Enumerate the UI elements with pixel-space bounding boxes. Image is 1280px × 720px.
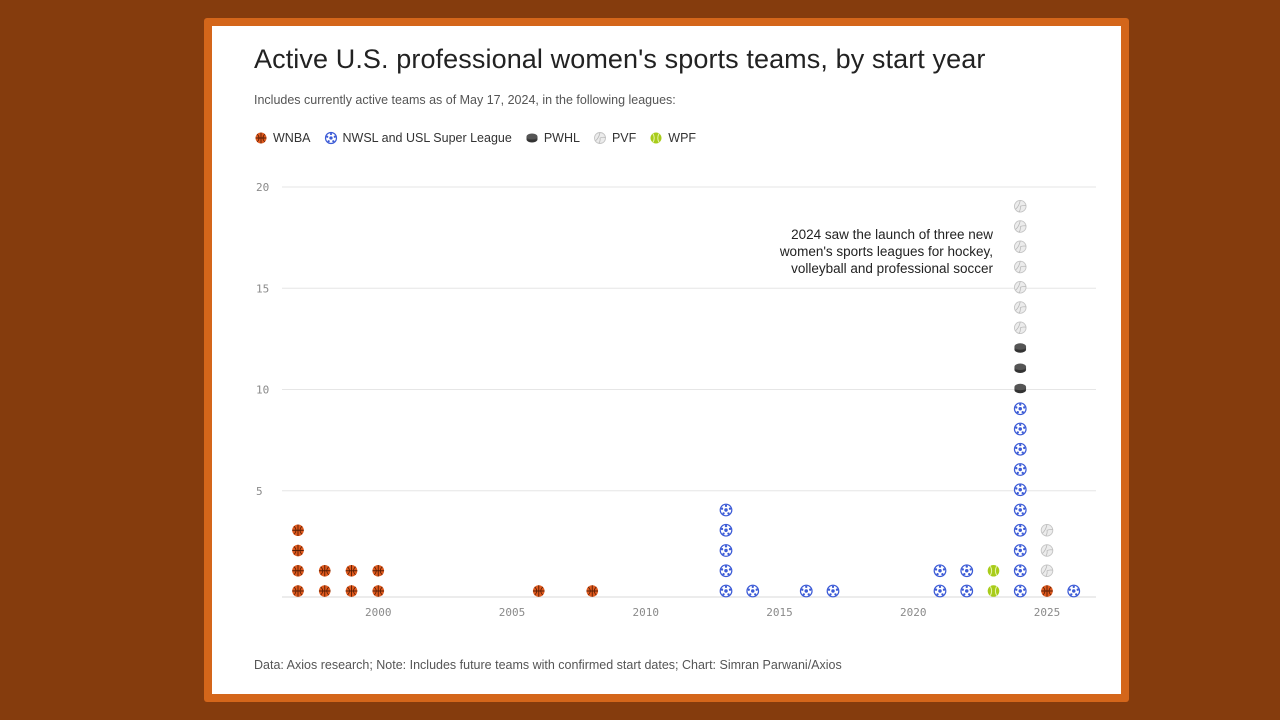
- team-dot-soccer-ball-icon: [1013, 544, 1027, 557]
- team-dot-volleyball-icon: [1040, 544, 1054, 557]
- soccer-ball-icon: [324, 131, 337, 145]
- volleyball-icon: [594, 132, 606, 144]
- team-dot-volleyball-icon: [1013, 199, 1027, 213]
- team-dot-soccer-ball-icon: [1013, 422, 1027, 436]
- y-tick-label: 10: [256, 384, 269, 397]
- team-dot-volleyball-icon: [1040, 523, 1054, 537]
- team-dot-soccer-ball-icon: [1013, 584, 1027, 598]
- team-dot-soccer-ball-icon: [1013, 523, 1027, 537]
- team-dot-soccer-ball-icon: [719, 564, 733, 578]
- chart-legend: WNBA NWSL and USL Super League PWHL PVF …: [254, 131, 709, 145]
- legend-label: WPF: [668, 131, 697, 145]
- team-dot-soccer-ball-icon: [826, 584, 840, 598]
- team-dot-soccer-ball-icon: [719, 584, 733, 598]
- team-dot-soccer-ball-icon: [1013, 503, 1027, 517]
- chart-subtitle: Includes currently active teams as of Ma…: [254, 93, 676, 107]
- team-dot-basketball-icon: [372, 564, 385, 577]
- team-dot-hockey-puck-icon: [1014, 363, 1027, 373]
- team-dot-basketball-icon: [292, 544, 304, 557]
- team-dot-volleyball-icon: [1013, 321, 1027, 335]
- legend-label: NWSL and USL Super League: [342, 131, 512, 145]
- team-dot-soccer-ball-icon: [1013, 483, 1027, 497]
- legend-item-pwhl: PWHL: [525, 131, 580, 145]
- team-dot-soccer-ball-icon: [719, 544, 733, 557]
- x-tick-label: 2020: [900, 606, 927, 619]
- team-dot-soccer-ball-icon: [1013, 564, 1027, 578]
- gridlines: 5 10 15 20: [256, 181, 1096, 498]
- annotation-line: volleyball and professional soccer: [791, 261, 993, 276]
- team-dot-basketball-icon: [1041, 585, 1053, 597]
- team-dot-soccer-ball-icon: [1013, 402, 1027, 416]
- team-dot-basketball-icon: [292, 564, 304, 577]
- annotation-line: women's sports leagues for hockey,: [779, 244, 993, 259]
- team-dot-softball-icon: [987, 585, 1000, 597]
- chart-footer: Data: Axios research; Note: Includes fut…: [254, 658, 842, 672]
- team-dot-hockey-puck-icon: [1014, 383, 1027, 394]
- team-dot-volleyball-icon: [1013, 260, 1027, 274]
- x-tick-label: 2015: [766, 606, 793, 619]
- team-dot-basketball-icon: [586, 585, 599, 597]
- team-dot-basketball-icon: [345, 585, 358, 597]
- y-tick-label: 15: [256, 282, 269, 295]
- x-tick-label: 2005: [499, 606, 526, 619]
- team-dot-volleyball-icon: [1013, 280, 1027, 294]
- team-dot-soccer-ball-icon: [1067, 584, 1081, 598]
- team-dot-soccer-ball-icon: [933, 564, 947, 578]
- legend-item-wpf: WPF: [649, 131, 696, 145]
- chart-card: Active U.S. professional women's sports …: [212, 26, 1121, 694]
- legend-item-wnba: WNBA: [254, 131, 311, 145]
- team-dot-soccer-ball-icon: [719, 523, 733, 537]
- team-dot-basketball-icon: [318, 585, 331, 597]
- team-dot-volleyball-icon: [1013, 220, 1027, 233]
- dots-layer: [292, 199, 1081, 598]
- legend-label: PWHL: [543, 131, 580, 145]
- y-tick-label: 5: [256, 485, 263, 498]
- team-dot-basketball-icon: [292, 585, 304, 597]
- legend-item-pvf: PVF: [593, 131, 636, 145]
- team-dot-soccer-ball-icon: [960, 564, 974, 578]
- team-dot-soccer-ball-icon: [719, 503, 733, 517]
- team-dot-soccer-ball-icon: [1013, 463, 1027, 476]
- legend-item-nwsl: NWSL and USL Super League: [324, 131, 512, 145]
- basketball-icon: [255, 132, 267, 144]
- team-dot-basketball-icon: [372, 585, 385, 597]
- team-dot-soccer-ball-icon: [960, 584, 974, 598]
- y-tick-label: 20: [256, 181, 269, 194]
- softball-icon: [650, 132, 662, 144]
- team-dot-basketball-icon: [318, 564, 331, 577]
- team-dot-volleyball-icon: [1013, 240, 1027, 254]
- team-dot-basketball-icon: [345, 564, 358, 577]
- team-dot-volleyball-icon: [1013, 301, 1027, 314]
- team-dot-soccer-ball-icon: [1013, 442, 1027, 456]
- team-dot-soccer-ball-icon: [933, 584, 947, 598]
- team-dot-softball-icon: [987, 564, 1000, 577]
- chart-annotation: 2024 saw the launch of three new women's…: [713, 226, 993, 277]
- annotation-line: 2024 saw the launch of three new: [791, 227, 993, 242]
- hockey-puck-icon: [526, 133, 538, 143]
- team-dot-basketball-icon: [292, 524, 304, 537]
- x-tick-label: 2000: [365, 606, 392, 619]
- chart-title: Active U.S. professional women's sports …: [254, 44, 986, 74]
- legend-label: WNBA: [273, 131, 311, 145]
- legend-label: PVF: [611, 131, 637, 145]
- team-dot-volleyball-icon: [1040, 564, 1054, 578]
- team-dot-basketball-icon: [532, 585, 545, 597]
- x-tick-label: 2010: [633, 606, 660, 619]
- dot-chart: 5 10 15 20 2000 2005 2010 2015 2020 2025: [256, 181, 1096, 619]
- team-dot-soccer-ball-icon: [746, 584, 760, 598]
- team-dot-hockey-puck-icon: [1014, 343, 1027, 353]
- x-tick-label: 2025: [1034, 606, 1061, 619]
- team-dot-soccer-ball-icon: [799, 584, 813, 598]
